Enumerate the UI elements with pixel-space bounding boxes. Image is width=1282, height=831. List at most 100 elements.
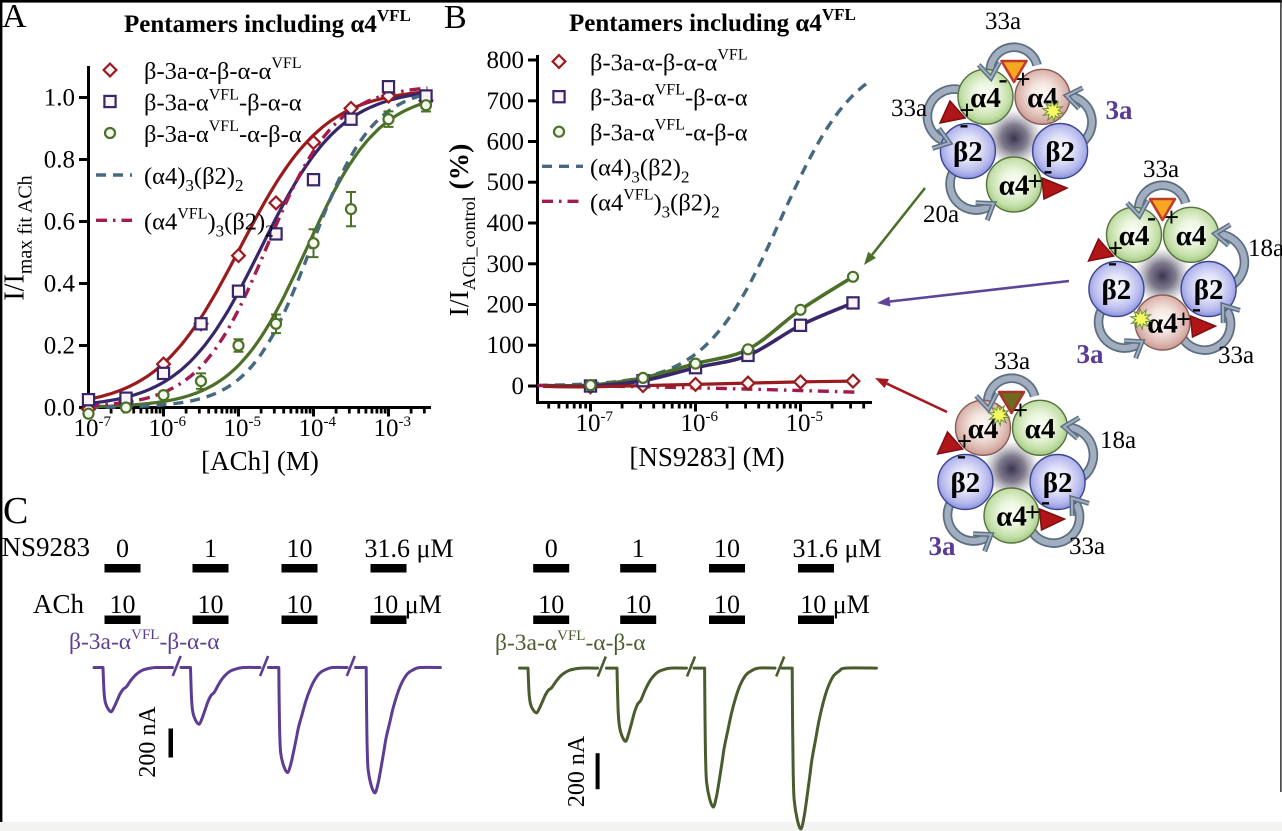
svg-text:10: 10 [299, 415, 324, 442]
svg-text:α4: α4 [970, 82, 1001, 114]
svg-text:(α4)3(β2)2: (α4)3(β2)2 [590, 154, 689, 186]
svg-text:0.2: 0.2 [44, 333, 75, 360]
svg-text:B: B [444, 0, 467, 36]
svg-text:33a: 33a [1069, 533, 1105, 560]
svg-text:α4: α4 [1147, 308, 1178, 340]
svg-text:400: 400 [487, 210, 525, 237]
svg-text:200: 200 [487, 292, 525, 319]
svg-text:0: 0 [512, 373, 525, 400]
svg-text:+: + [1027, 166, 1042, 196]
svg-text:NS9283: NS9283 [1, 532, 90, 562]
svg-text:10: 10 [224, 415, 249, 442]
svg-text:-: - [1108, 247, 1117, 277]
svg-text:10: 10 [198, 590, 224, 619]
svg-text:100: 100 [487, 332, 525, 359]
svg-text:33a: 33a [985, 8, 1021, 35]
svg-text:-: - [1041, 486, 1050, 516]
svg-text:-: - [960, 109, 969, 139]
svg-text:β-3a-α-β-α-αVFL: β-3a-α-β-α-αVFL [590, 47, 748, 77]
svg-text:10: 10 [74, 415, 99, 442]
svg-text:1.0: 1.0 [44, 85, 75, 112]
svg-text:α4: α4 [999, 170, 1030, 202]
svg-text:10 μM: 10 μM [372, 590, 442, 619]
svg-text:-: - [1044, 155, 1053, 185]
svg-text:10: 10 [714, 534, 740, 563]
svg-text:600: 600 [487, 129, 525, 156]
svg-text:33a: 33a [1218, 342, 1254, 369]
svg-text:β2: β2 [951, 467, 981, 499]
svg-text:I/Imax fit ACh: I/Imax fit ACh [0, 175, 37, 300]
svg-text:3a: 3a [1106, 95, 1134, 125]
svg-text:0.8: 0.8 [44, 147, 75, 174]
svg-text:α4: α4 [1176, 220, 1207, 252]
svg-text:33a: 33a [891, 95, 927, 122]
svg-text:10 μM: 10 μM [800, 590, 870, 619]
svg-text:200 nA: 200 nA [135, 706, 161, 778]
svg-text:[ACh] (M): [ACh] (M) [201, 446, 319, 476]
svg-text:β2: β2 [1045, 136, 1075, 168]
svg-text:-7: -7 [601, 409, 614, 425]
svg-text:A: A [2, 0, 27, 35]
svg-text:18a: 18a [1248, 235, 1282, 262]
svg-text:33a: 33a [1143, 156, 1179, 183]
svg-text:β2: β2 [1102, 274, 1132, 306]
svg-text:-: - [1147, 202, 1156, 232]
svg-text:10: 10 [287, 590, 313, 619]
svg-text:-5: -5 [249, 414, 262, 430]
svg-text:+: + [1176, 304, 1191, 334]
svg-text:β2: β2 [1194, 274, 1224, 306]
svg-text:3a: 3a [1077, 339, 1105, 369]
svg-text:10: 10 [681, 410, 706, 437]
svg-text:1: 1 [204, 534, 217, 563]
svg-text:(α4)3(β2)2: (α4)3(β2)2 [144, 163, 243, 195]
svg-text:(α4VFL)3(β2)2: (α4VFL)3(β2)2 [590, 186, 720, 221]
svg-text:10: 10 [149, 415, 174, 442]
svg-text:0: 0 [545, 534, 558, 563]
svg-text:18a: 18a [1100, 427, 1136, 454]
svg-text:31.6 μM: 31.6 μM [792, 534, 881, 563]
svg-text:0.0: 0.0 [44, 395, 75, 422]
svg-text:0.6: 0.6 [44, 209, 75, 236]
svg-text:10: 10 [786, 410, 811, 437]
svg-text:10: 10 [576, 410, 601, 437]
svg-text:Pentamers including α4VFL: Pentamers including α4VFL [124, 6, 411, 38]
svg-text:500: 500 [487, 169, 525, 196]
svg-text:α4: α4 [996, 501, 1027, 533]
svg-text:-5: -5 [811, 409, 824, 425]
svg-text:1: 1 [632, 534, 645, 563]
svg-text:C: C [3, 490, 28, 532]
svg-text:10: 10 [625, 590, 651, 619]
svg-text:20a: 20a [923, 201, 959, 228]
svg-text:β2: β2 [1043, 467, 1073, 499]
svg-text:β2: β2 [953, 136, 983, 168]
svg-text:-4: -4 [324, 414, 337, 430]
svg-text:10: 10 [538, 590, 564, 619]
svg-text:-: - [957, 440, 966, 470]
svg-text:300: 300 [487, 251, 525, 278]
svg-text:-6: -6 [706, 409, 719, 425]
svg-text:-: - [1192, 293, 1201, 323]
svg-text:-3: -3 [399, 414, 412, 430]
svg-text:3a: 3a [929, 531, 957, 561]
svg-text:0.4: 0.4 [44, 271, 76, 298]
svg-text:-: - [999, 64, 1008, 94]
svg-text:10: 10 [714, 590, 740, 619]
svg-text:33a: 33a [994, 348, 1030, 375]
svg-text:α4: α4 [1119, 220, 1150, 252]
svg-text:200 nA: 200 nA [564, 735, 590, 807]
svg-text:10: 10 [287, 534, 313, 563]
svg-text:-6: -6 [174, 414, 187, 430]
svg-text:ACh: ACh [33, 589, 85, 619]
svg-text:31.6 μM: 31.6 μM [364, 534, 453, 563]
svg-text:α4: α4 [1025, 413, 1056, 445]
svg-text:[NS9283] (M): [NS9283] (M) [629, 442, 784, 472]
svg-text:700: 700 [487, 88, 525, 115]
svg-text:β-3a-αVFL-β-α-α: β-3a-αVFL-β-α-α [144, 87, 302, 117]
svg-text:Pentamers including α4VFL: Pentamers including α4VFL [569, 5, 856, 37]
svg-text:800: 800 [487, 47, 525, 74]
svg-text:10: 10 [374, 415, 399, 442]
svg-text:(α4VFL)3(β2)2: (α4VFL)3(β2)2 [144, 205, 274, 240]
svg-text:+: + [1025, 497, 1040, 527]
svg-text:0: 0 [116, 534, 129, 563]
svg-text:10: 10 [110, 590, 136, 619]
